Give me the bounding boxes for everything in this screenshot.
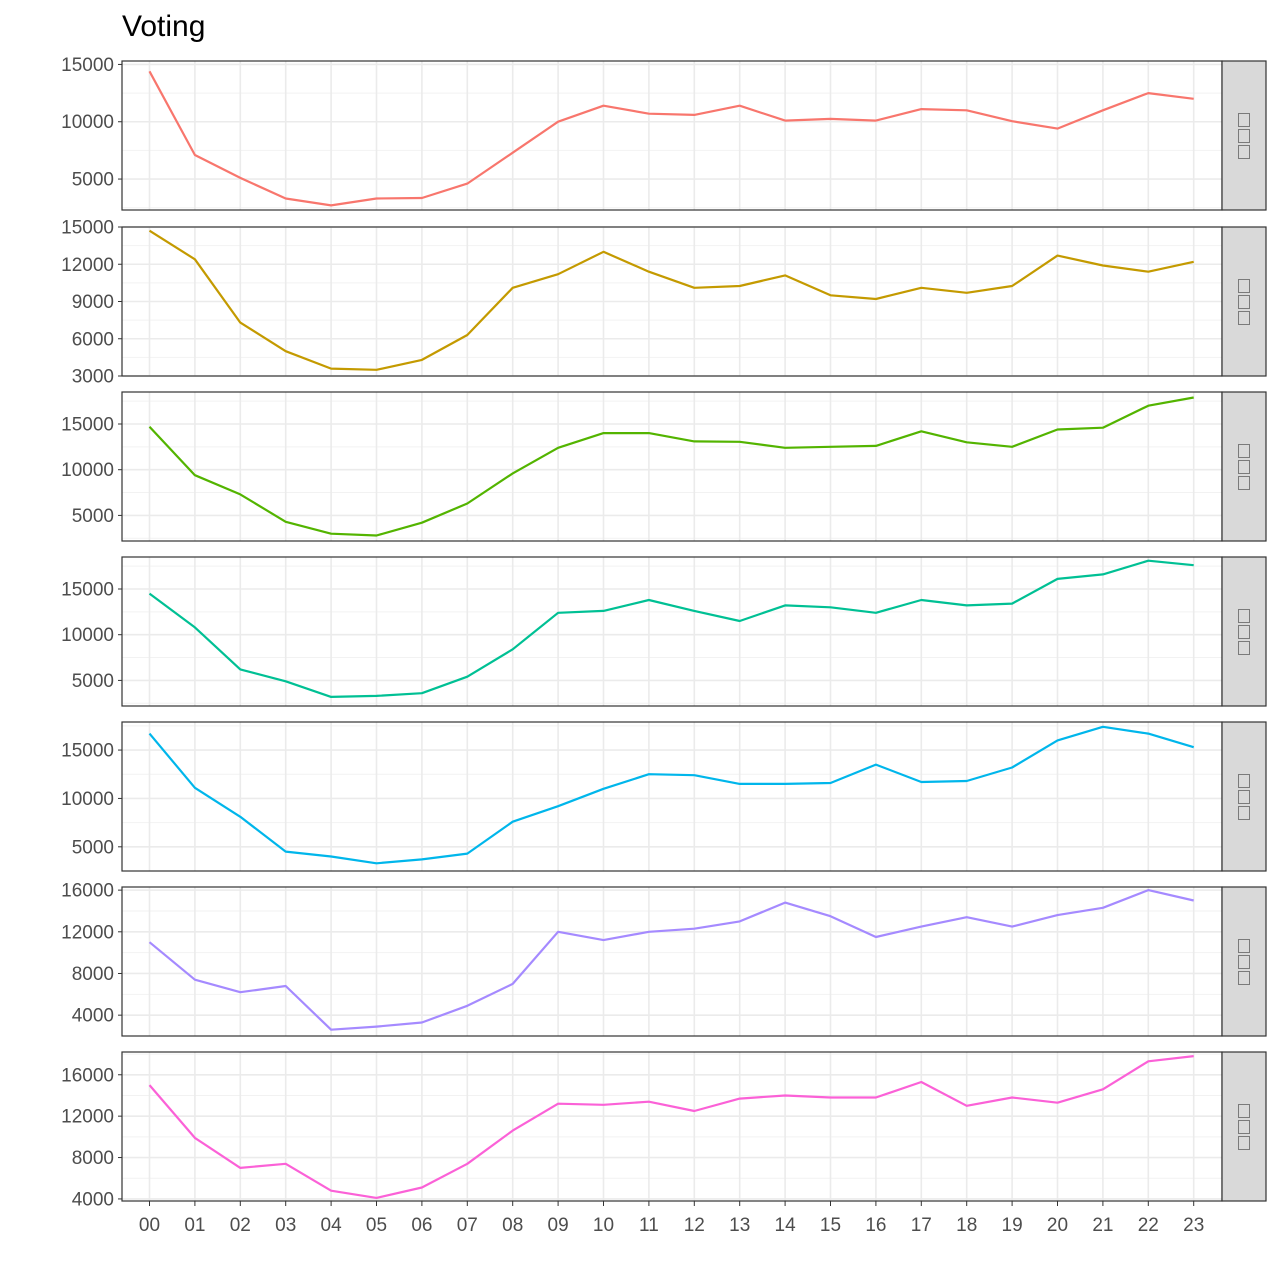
y-tick-label: 6000 (72, 329, 114, 350)
strip-label-glyph-box (1238, 279, 1250, 293)
x-tick-label: 14 (775, 1215, 797, 1236)
x-tick-label: 18 (956, 1215, 977, 1236)
x-tick-label: 22 (1138, 1215, 1159, 1236)
series-line-3 (148, 396, 1194, 537)
x-tick-label: 16 (865, 1215, 886, 1236)
x-tick-label: 02 (230, 1215, 251, 1236)
y-tick-label: 4000 (72, 1006, 114, 1027)
y-tick-label: 5000 (72, 837, 114, 858)
facet-panel-2: 3000 6000 9000 12000 15000 (61, 218, 1267, 388)
x-tick-label: 09 (548, 1215, 569, 1236)
x-tick-label: 19 (1002, 1215, 1023, 1236)
y-tick-label: 10000 (61, 789, 114, 810)
y-tick-label: 15000 (61, 414, 114, 435)
y-tick-label: 12000 (61, 922, 114, 943)
y-tick-label: 10000 (61, 460, 114, 481)
chart-title: Voting (122, 10, 205, 43)
strip-label-glyph-box (1238, 609, 1250, 623)
x-tick-label: 07 (457, 1215, 478, 1236)
x-tick-label: 15 (820, 1215, 841, 1236)
y-tick-label: 10000 (61, 112, 114, 133)
strip-label-glyph-box (1238, 625, 1250, 639)
strip-label-glyph-box (1238, 113, 1250, 127)
x-axis: 00 01 02 03 04 05 06 07 08 09 10 11 12 13 14 15 16 17 18 19… (139, 1201, 1204, 1236)
strip-label-glyph-box (1238, 295, 1250, 309)
y-tick-label: 16000 (61, 1065, 114, 1086)
x-tick-label: 17 (911, 1215, 932, 1236)
x-tick-label: 21 (1092, 1215, 1113, 1236)
x-tick-label: 06 (411, 1215, 432, 1236)
series-line-2 (148, 229, 1194, 371)
series-line-6 (148, 888, 1194, 1031)
facet-strip (1221, 721, 1267, 872)
x-tick-label: 11 (639, 1215, 659, 1236)
facet-strip (1221, 1051, 1267, 1202)
y-tick-label: 5000 (72, 170, 114, 191)
y-tick-label: 10000 (61, 625, 114, 646)
x-tick-label: 05 (366, 1215, 387, 1236)
series-line-1 (148, 70, 1194, 207)
x-tick-label: 13 (729, 1215, 750, 1236)
strip-label-glyph-box (1238, 476, 1250, 490)
strip-label-glyph-box (1238, 955, 1250, 969)
panel-background (122, 61, 1222, 210)
y-tick-label: 8000 (72, 1148, 114, 1169)
x-tick-label: 00 (139, 1215, 160, 1236)
strip-label-glyph-box (1238, 774, 1250, 788)
strip-label-glyph-box (1238, 1120, 1250, 1134)
facet-strip (1221, 556, 1267, 707)
y-tick-label: 5000 (72, 671, 114, 692)
x-tick-label: 03 (275, 1215, 296, 1236)
strip-label-glyph-box (1238, 971, 1250, 985)
series-line-7 (148, 1055, 1194, 1200)
x-tick-label: 23 (1183, 1215, 1204, 1236)
panel-background (122, 887, 1222, 1036)
facet-panels: 5000100001500030006000900012000150005000… (61, 55, 1267, 1210)
facet-panel-7: 4000 8000 12000 16000 (61, 1051, 1267, 1210)
strip-label-glyph-box (1238, 1104, 1250, 1118)
y-tick-label: 15000 (61, 579, 114, 600)
strip-label-glyph-box (1238, 806, 1250, 820)
y-tick-label: 12000 (61, 1107, 114, 1128)
facet-panel-3: 5000 10000 15000 (61, 391, 1267, 542)
facet-strip (1221, 60, 1267, 211)
facet-strip (1221, 226, 1267, 377)
y-tick-label: 5000 (72, 506, 114, 527)
x-tick-label: 04 (321, 1215, 343, 1236)
x-tick-label: 01 (184, 1215, 205, 1236)
facet-strip (1221, 886, 1267, 1037)
y-tick-label: 15000 (61, 55, 114, 76)
strip-label-glyph-box (1238, 311, 1250, 325)
facet-strip (1221, 391, 1267, 542)
strip-label-glyph-box (1238, 460, 1250, 474)
y-tick-label: 12000 (61, 255, 114, 276)
strip-label-glyph-box (1238, 641, 1250, 655)
facet-panel-4: 5000 10000 15000 (61, 556, 1267, 707)
y-tick-label: 15000 (61, 741, 114, 762)
strip-label-glyph-box (1238, 939, 1250, 953)
y-tick-label: 4000 (72, 1189, 114, 1210)
strip-label-glyph-box (1238, 129, 1250, 143)
y-tick-label: 3000 (72, 367, 114, 388)
y-tick-label: 15000 (61, 218, 114, 239)
y-tick-label: 16000 (61, 881, 114, 902)
y-tick-label: 9000 (72, 292, 114, 313)
y-tick-label: 8000 (72, 964, 114, 985)
x-tick-label: 10 (593, 1215, 614, 1236)
strip-label-glyph-box (1238, 444, 1250, 458)
x-tick-label: 08 (502, 1215, 523, 1236)
facet-panel-6: 4000 8000 12000 16000 (61, 881, 1267, 1037)
series-line-5 (148, 725, 1195, 865)
facet-panel-1: 5000 10000 15000 (61, 55, 1267, 211)
strip-label-glyph-box (1238, 790, 1250, 804)
facet-panel-5: 5000 10000 15000 (61, 721, 1267, 872)
strip-label-glyph-box (1238, 1136, 1250, 1150)
x-tick-label: 12 (684, 1215, 705, 1236)
x-tick-label: 20 (1047, 1215, 1068, 1236)
strip-label-glyph-box (1238, 145, 1250, 159)
series-line-4 (148, 559, 1194, 699)
